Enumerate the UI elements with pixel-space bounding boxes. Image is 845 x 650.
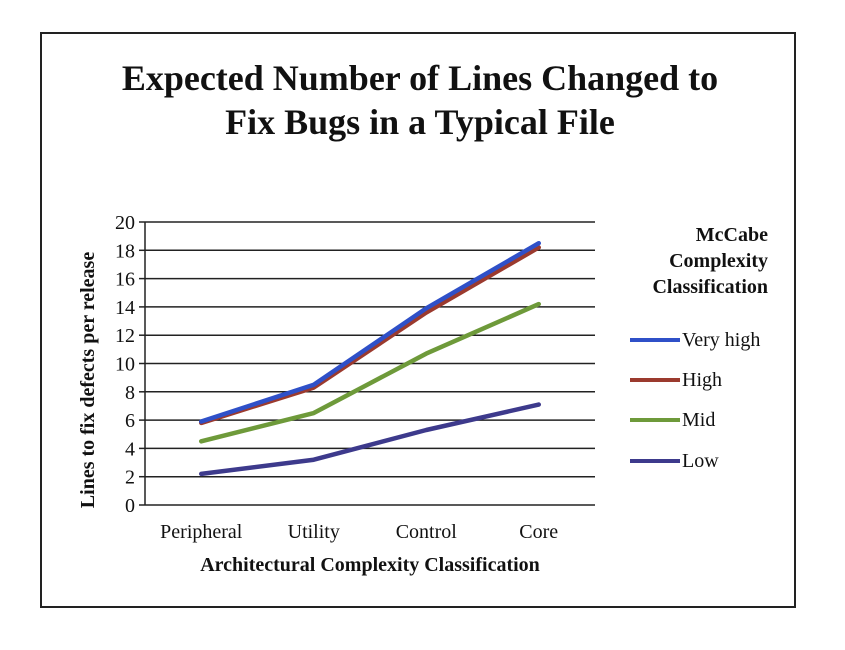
legend-swatch [630,338,680,342]
x-tick-label: Utility [288,521,340,543]
y-tick-label: 12 [115,325,135,347]
series-line-very-high [199,240,541,424]
series-line-mid [199,301,541,444]
x-axis-title: Architectural Complexity Classification [200,554,540,576]
x-tick-label: Core [519,521,558,543]
x-tick-label: Control [396,521,458,543]
legend-item-low: Low [630,449,719,473]
legend-swatch [630,378,680,382]
chart-frame [40,32,796,608]
y-tick-label: 14 [115,297,135,319]
legend-label: Mid [682,408,716,431]
chart-title: Expected Number of Lines Changed to Fix … [121,58,719,142]
legend-item-very-high: Very high [630,328,760,352]
y-axis-title: Lines to fix defects per release [77,252,99,509]
y-tick-label: 4 [125,438,135,460]
y-tick-label: 20 [115,212,135,234]
legend-title: McCabe Complexity Classification [652,224,768,298]
legend-item-mid: Mid [630,408,715,432]
y-tick-label: 0 [125,495,135,517]
y-tick-label: 10 [115,354,135,376]
y-tick-label: 18 [115,240,135,262]
series-line-low [199,402,541,477]
x-tick-label: Peripheral [160,521,243,543]
legend-label: Low [682,449,719,472]
y-tick-label: 16 [115,269,135,291]
y-tick-label: 8 [125,382,135,404]
legend-swatch [630,418,680,422]
legend-label: High [682,368,722,391]
y-tick-label: 2 [125,467,135,489]
legend-swatch [630,459,680,463]
legend-item-high: High [630,368,722,392]
y-tick-label: 6 [125,410,135,432]
legend-label: Very high [682,328,761,351]
